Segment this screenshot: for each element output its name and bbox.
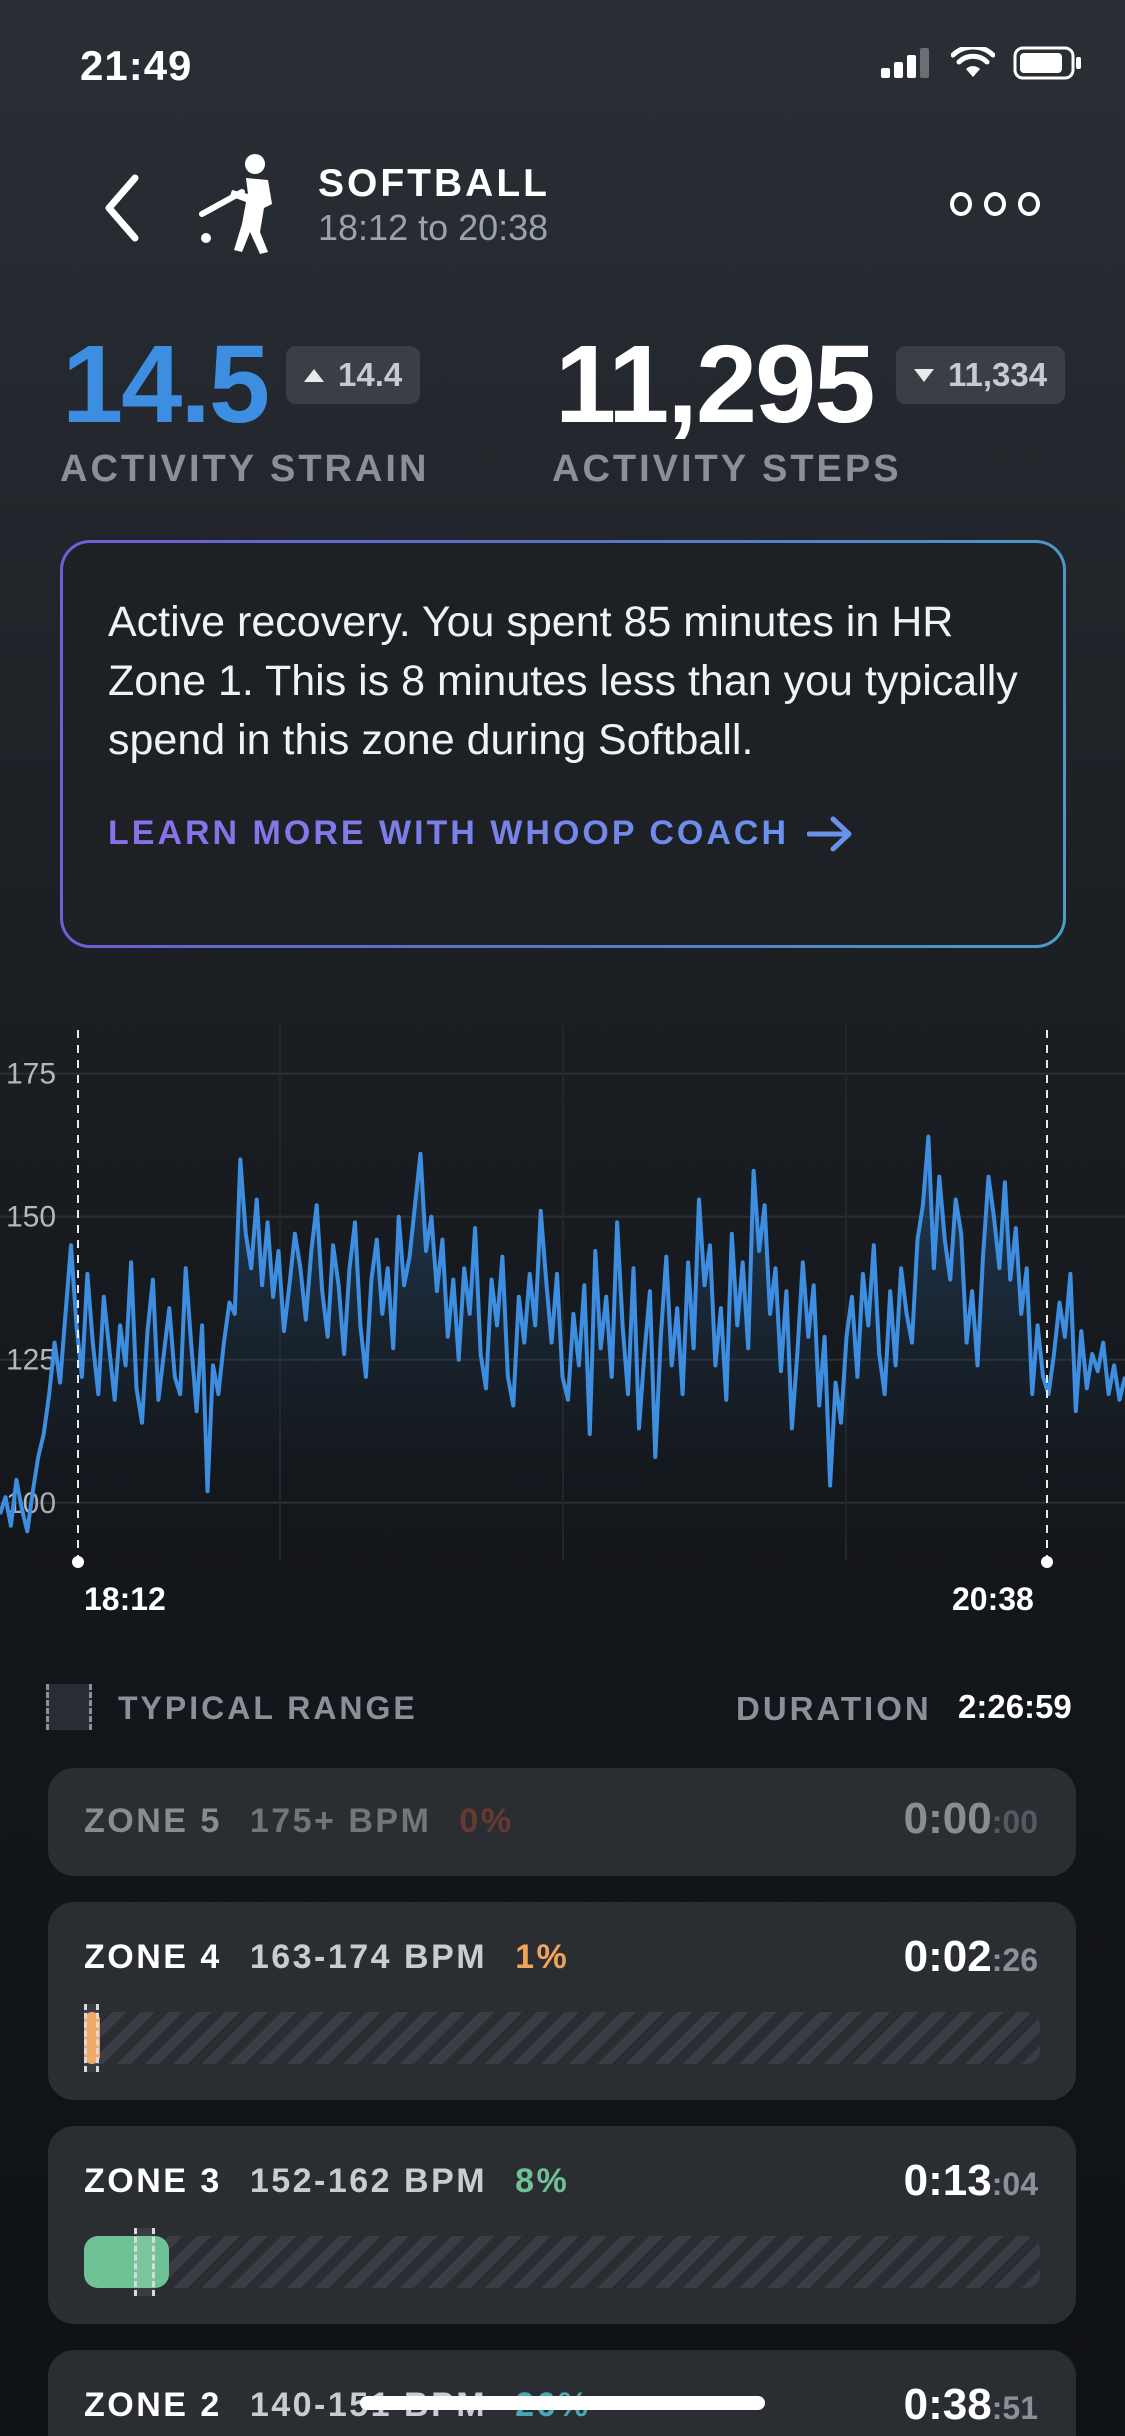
- zone-time-main: 0:13: [903, 2156, 992, 2205]
- zone-card-2[interactable]: ZONE 2 140-151 BPM 26% 0:38:51: [48, 2350, 1076, 2436]
- zone-name: ZONE 4: [84, 1938, 222, 1976]
- status-time: 21:49: [80, 42, 193, 89]
- hr-area: [0, 1136, 1125, 1560]
- typical-range-marker: [84, 2004, 100, 2072]
- y-tick-label: 175: [6, 1058, 56, 1091]
- page-title: SOFTBALL: [318, 162, 550, 205]
- zone-progress-bar: [84, 2004, 1040, 2072]
- zone-percent: 8%: [515, 2162, 570, 2200]
- zone-progress-bar: [84, 2228, 1040, 2296]
- zone-time-seconds: :51: [991, 2390, 1038, 2426]
- end-marker-dot: [1041, 1556, 1053, 1568]
- wifi-icon: [951, 47, 995, 77]
- y-tick-label: 125: [6, 1344, 56, 1377]
- more-dot-icon: [1018, 192, 1040, 216]
- back-button[interactable]: [95, 168, 155, 248]
- zone-bpm: 152-162 BPM: [249, 2162, 488, 2200]
- end-time-label: 20:38: [952, 1581, 1034, 1617]
- zone-name: ZONE 2: [84, 2386, 222, 2424]
- zone-time: 0:38:51: [904, 2380, 1038, 2430]
- y-tick-label: 150: [6, 1201, 56, 1234]
- activity-strain-label: ACTIVITY STRAIN: [60, 448, 430, 490]
- zone-name: ZONE 3: [84, 2162, 222, 2200]
- activity-steps-value: 11,295: [555, 323, 875, 446]
- duration-label: DURATION: [736, 1690, 932, 1727]
- zone-fill: [84, 2012, 101, 2064]
- zone-time: 0:13:04: [904, 2156, 1038, 2206]
- duration-value: 2:26:59: [958, 1688, 1072, 1725]
- zone-percent: 1%: [515, 1938, 570, 1976]
- learn-more-link[interactable]: LEARN MORE WITH WHOOP COACH: [108, 814, 1018, 853]
- battery-icon: [1013, 46, 1081, 80]
- zone-name: ZONE 5: [84, 1802, 222, 1840]
- typical-range-label: TYPICAL RANGE: [118, 1690, 418, 1726]
- zone-time-seconds: :00: [991, 1804, 1038, 1840]
- home-indicator[interactable]: [360, 2396, 765, 2410]
- zone-bpm: 175+ BPM: [249, 1802, 432, 1840]
- hr-series-line: [0, 1134, 1125, 1534]
- zone-time-main: 0:00: [903, 1794, 992, 1843]
- typical-range-icon: [46, 1684, 92, 1730]
- coach-insight-card: Active recovery. You spent 85 minutes in…: [60, 540, 1066, 948]
- activity-steps-label: ACTIVITY STEPS: [552, 448, 902, 490]
- chevron-left-icon: [105, 174, 139, 242]
- zone-time-main: 0:02: [903, 1932, 992, 1981]
- zone-time-seconds: :04: [991, 2166, 1038, 2202]
- zone-time: 0:02:26: [904, 1932, 1038, 1982]
- zone-time-main: 0:38: [903, 2380, 992, 2429]
- signal-icon: [881, 48, 929, 78]
- steps-delta-badge: 11,334: [896, 346, 1066, 404]
- triangle-up-icon: [304, 368, 324, 382]
- zone-card-4[interactable]: ZONE 4 163-174 BPM 1% 0:02:26: [48, 1902, 1076, 2100]
- zone-fill: [84, 2236, 170, 2288]
- coach-card-body: Active recovery. You spent 85 minutes in…: [63, 543, 1063, 945]
- strain-delta-value: 14.4: [338, 356, 403, 393]
- steps-delta-value: 11,334: [948, 356, 1048, 393]
- triangle-down-icon: [914, 368, 934, 382]
- zone-percent: 0%: [459, 1802, 514, 1840]
- arrow-right-icon: [807, 816, 852, 851]
- status-icons: [881, 46, 1083, 80]
- softball-player-icon: [198, 152, 290, 256]
- start-time-label: 18:12: [84, 1581, 166, 1617]
- zone-bpm: 163-174 BPM: [249, 1938, 488, 1976]
- activity-strain-value: 14.5: [62, 323, 270, 446]
- more-options-button[interactable]: [950, 184, 1040, 224]
- typical-range-marker: [133, 2228, 155, 2296]
- time-range: 18:12 to 20:38: [318, 207, 549, 248]
- start-marker-dot: [72, 1556, 84, 1568]
- more-dot-icon: [950, 192, 972, 216]
- learn-more-label: LEARN MORE WITH WHOOP COACH: [108, 814, 790, 852]
- zone-card-5[interactable]: ZONE 5 175+ BPM 0% 0:00:00: [48, 1768, 1076, 1876]
- strain-delta-badge: 14.4: [286, 346, 421, 404]
- zone-time-seconds: :26: [991, 1942, 1038, 1978]
- more-dot-icon: [984, 192, 1006, 216]
- zone-card-3[interactable]: ZONE 3 152-162 BPM 8% 0:13:04: [48, 2126, 1076, 2324]
- zone-time: 0:00:00: [904, 1794, 1038, 1844]
- coach-insight-text: Active recovery. You spent 85 minutes in…: [108, 598, 1018, 764]
